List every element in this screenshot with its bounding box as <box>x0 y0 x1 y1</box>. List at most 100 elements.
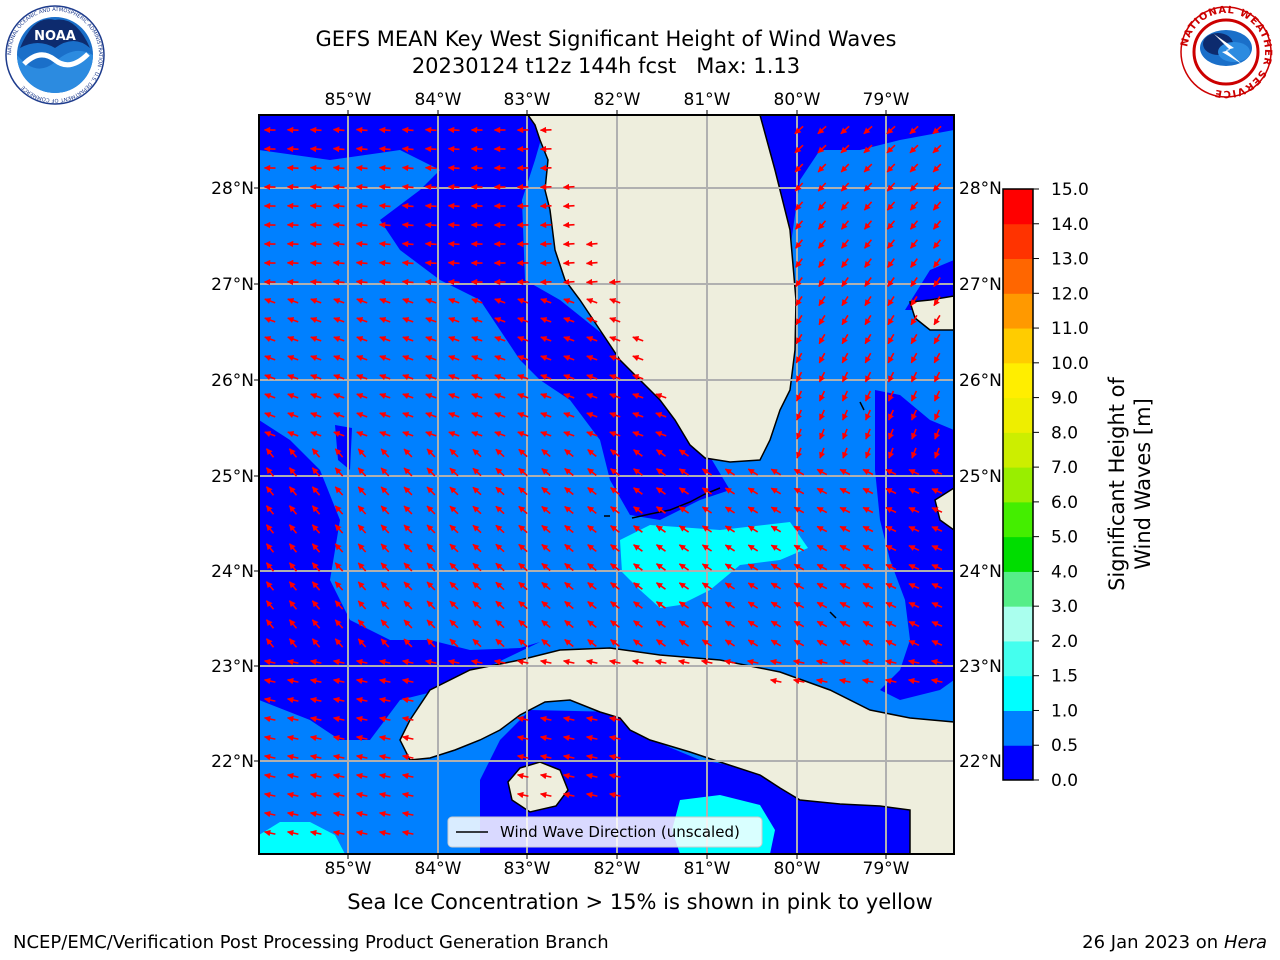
lon-label-bottom: 85°W <box>325 859 372 879</box>
wave-direction-arrow <box>931 602 943 609</box>
colorbar-swatch <box>1003 710 1033 746</box>
wave-direction-arrow <box>818 258 826 268</box>
wave-direction-arrow <box>678 544 690 552</box>
wave-direction-arrow <box>885 506 897 514</box>
wave-direction-arrow <box>907 658 920 666</box>
wave-direction-arrow <box>654 658 667 666</box>
wave-direction-arrow <box>609 431 621 438</box>
wave-direction-arrow <box>796 428 803 440</box>
wave-direction-arrow <box>655 393 667 400</box>
wave-direction-arrow <box>795 258 803 268</box>
wave-direction-arrow <box>517 412 529 419</box>
wave-direction-arrow <box>355 183 368 191</box>
wave-direction-arrow <box>633 563 643 571</box>
wave-direction-arrow <box>818 409 826 421</box>
wave-direction-arrow <box>747 582 759 590</box>
wave-direction-arrow <box>424 278 437 286</box>
colorbar-swatch <box>1003 571 1033 607</box>
wave-direction-arrow <box>792 677 805 685</box>
wave-direction-arrow <box>311 619 321 629</box>
wave-direction-arrow <box>286 734 299 742</box>
wave-direction-arrow <box>403 562 413 572</box>
wave-direction-arrow <box>840 201 850 211</box>
wave-direction-arrow <box>332 677 345 685</box>
wave-direction-arrow <box>633 449 643 457</box>
wave-direction-arrow <box>309 677 322 685</box>
wave-direction-arrow <box>930 677 943 685</box>
wave-direction-arrow <box>862 601 874 609</box>
wave-direction-arrow <box>746 658 759 666</box>
wave-direction-arrow <box>562 791 575 799</box>
colorbar-swatch <box>1003 745 1033 781</box>
wave-direction-arrow <box>424 126 437 134</box>
wave-field-moderate <box>620 522 808 608</box>
wave-direction-arrow <box>401 658 414 666</box>
wave-direction-arrow <box>517 355 529 362</box>
wave-direction-arrow <box>587 486 597 496</box>
wave-direction-arrow <box>494 336 506 343</box>
wave-direction-arrow <box>403 543 413 553</box>
wave-direction-arrow <box>541 505 551 515</box>
wave-direction-arrow <box>378 715 391 723</box>
wave-direction-arrow <box>908 525 920 533</box>
wave-direction-arrow <box>424 658 437 666</box>
wave-direction-arrow <box>265 600 275 610</box>
wave-direction-arrow <box>564 619 574 629</box>
wave-direction-arrow <box>518 619 528 629</box>
wave-direction-arrow <box>541 581 551 591</box>
wave-direction-arrow <box>517 393 529 400</box>
wave-direction-arrow <box>309 164 322 172</box>
wave-direction-arrow <box>655 449 666 457</box>
wave-direction-arrow <box>610 449 620 457</box>
wave-direction-arrow <box>818 390 826 402</box>
wave-direction-arrow <box>610 563 620 571</box>
wave-direction-arrow <box>332 183 345 191</box>
lon-labels-top: 85°W 84°W 83°W 82°W 81°W 80°W 79°W <box>325 90 910 115</box>
wave-direction-arrow <box>861 658 874 666</box>
wave-direction-arrow <box>472 619 482 629</box>
wave-direction-arrow <box>380 467 390 477</box>
wave-direction-arrow <box>449 524 459 534</box>
wave-direction-arrow <box>403 505 413 515</box>
wave-direction-arrow <box>841 333 849 345</box>
wave-direction-arrow <box>449 467 459 477</box>
wave-direction-arrow <box>934 428 941 440</box>
colorbar-swatch <box>1003 293 1033 329</box>
wave-direction-arrow <box>564 505 574 515</box>
wave-direction-arrow <box>796 447 803 459</box>
wave-direction-arrow <box>518 638 528 648</box>
colorbar-tick-label: 2.0 <box>1051 632 1078 652</box>
wave-direction-arrow <box>701 506 713 514</box>
wave-direction-arrow <box>910 390 918 402</box>
wave-direction-arrow <box>332 791 345 799</box>
wave-direction-arrow <box>862 487 874 495</box>
wave-direction-arrow <box>608 734 621 742</box>
wave-direction-arrow <box>378 164 391 172</box>
colorbar-tick-label: 10.0 <box>1051 354 1089 374</box>
wave-direction-arrow <box>564 638 574 648</box>
wave-direction-arrow <box>380 448 390 458</box>
colorbar-tick-label: 14.0 <box>1051 215 1089 235</box>
wave-direction-arrow <box>933 277 941 288</box>
wave-direction-arrow <box>263 734 276 742</box>
wave-direction-arrow <box>793 601 805 609</box>
wave-direction-arrow <box>287 431 299 438</box>
chart-title: GEFS MEAN Key West Significant Height of… <box>315 27 897 51</box>
legend-label: Wind Wave Direction (unscaled) <box>500 823 740 841</box>
colorbar-tick-label: 0.5 <box>1051 736 1078 756</box>
wave-direction-arrow <box>701 601 713 609</box>
wave-direction-arrow <box>334 486 344 496</box>
wave-direction-arrow <box>495 619 505 629</box>
wave-direction-arrow <box>286 791 299 799</box>
wave-direction-arrow <box>909 201 919 211</box>
wave-direction-arrow <box>910 352 918 364</box>
wave-direction-arrow <box>932 220 942 230</box>
wave-direction-arrow <box>448 374 460 381</box>
wave-direction-arrow <box>380 562 390 572</box>
wave-direction-arrow <box>378 734 391 742</box>
wave-direction-arrow <box>632 336 644 343</box>
wave-direction-arrow <box>287 317 299 324</box>
wave-direction-arrow <box>472 543 482 553</box>
wave-direction-arrow <box>587 619 597 629</box>
wave-direction-arrow <box>908 639 920 647</box>
